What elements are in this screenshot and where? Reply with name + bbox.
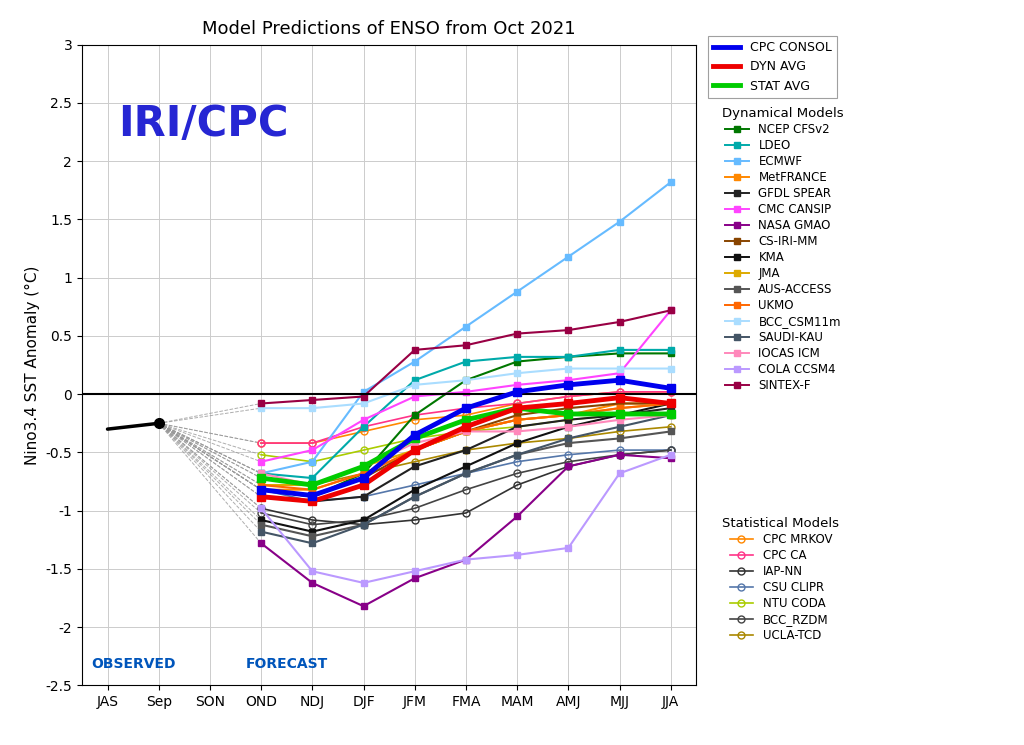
Y-axis label: Nino3.4 SST Anomaly (°C): Nino3.4 SST Anomaly (°C) xyxy=(25,265,40,465)
Text: FORECAST: FORECAST xyxy=(246,657,328,671)
Text: IRI/CPC: IRI/CPC xyxy=(118,103,289,145)
Legend: NCEP CFSv2, LDEO, ECMWF, MetFRANCE, GFDL SPEAR, CMC CANSIP, NASA GMAO, CS-IRI-MM: NCEP CFSv2, LDEO, ECMWF, MetFRANCE, GFDL… xyxy=(718,103,849,396)
Legend: CPC MRKOV, CPC CA, IAP-NN, CSU CLIPR, NTU CODA, BCC_RZDM, UCLA-TCD: CPC MRKOV, CPC CA, IAP-NN, CSU CLIPR, NT… xyxy=(718,513,844,647)
Legend: CPC CONSOL, DYN AVG, STAT AVG: CPC CONSOL, DYN AVG, STAT AVG xyxy=(708,36,837,98)
Text: OBSERVED: OBSERVED xyxy=(91,657,175,671)
Title: Model Predictions of ENSO from Oct 2021: Model Predictions of ENSO from Oct 2021 xyxy=(203,19,575,37)
